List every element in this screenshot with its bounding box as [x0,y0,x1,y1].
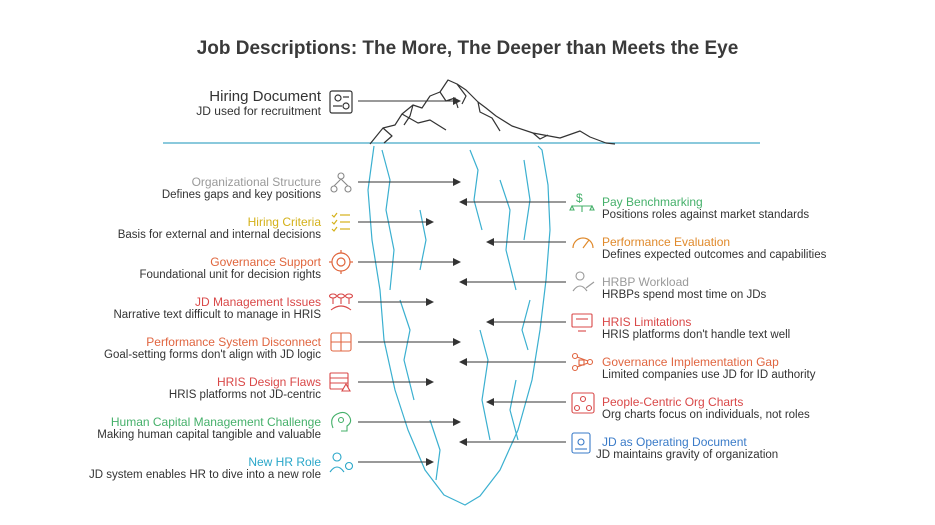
connector-lines [358,97,566,466]
document-search-icon [329,90,353,114]
org-network-icon [330,172,352,193]
monitor-warning-icon [571,313,593,332]
network-lock-icon [571,352,594,372]
left-item-org-structure: Organizational Structure Defines gaps an… [161,175,321,202]
database-servers-icon [328,293,354,311]
puzzle-icon [330,332,352,352]
person-writing-icon [572,271,595,292]
hiring-document-title: Hiring Document [209,88,321,105]
right-item-operating-document: JD as Operating Document JD maintains gr… [596,435,779,462]
checklist-icon [331,212,350,232]
iceberg-tip [369,79,616,145]
left-item-performance-disconnect: Performance System Disconnect Goal-setti… [104,335,321,362]
brain-gear-icon [331,411,352,432]
iceberg-submerged [367,145,551,506]
diagram-title: Job Descriptions: The More, The Deeper t… [196,38,739,59]
left-item-new-hr-role: New HR Role JD system enables HR to dive… [88,455,321,482]
table-warning-icon [329,372,351,392]
hiring-document-desc: JD used for recruitment [196,104,321,118]
left-item-jd-management: JD Management Issues Narrative text diff… [113,295,321,322]
left-item-hiring-criteria: Hiring Criteria Basis for external and i… [117,215,321,242]
right-item-hris-limitations: HRIS Limitations HRIS platforms don't ha… [602,315,791,342]
svg-text:$: $ [576,191,583,205]
hiring-document-label: Hiring Document JD used for recruitment [196,88,321,118]
right-item-org-charts: People-Centric Org Charts Org charts foc… [602,395,810,422]
document-gear-icon [571,432,591,454]
right-item-hrbp-workload: HRBP Workload HRBPs spend most time on J… [602,275,767,302]
right-item-governance-gap: Governance Implementation Gap Limited co… [602,355,816,382]
speedometer-icon [572,237,594,249]
org-chart-icon [571,392,595,414]
left-item-governance-support: Governance Support Foundational unit for… [139,255,321,282]
left-item-hris-design: HRIS Design Flaws HRIS platforms not JD-… [168,375,321,402]
left-item-human-capital: Human Capital Management Challenge Makin… [97,415,321,442]
money-scale-icon: $ [569,191,595,212]
gear-shield-icon [329,250,353,274]
person-gear-icon [329,452,354,473]
right-item-performance-evaluation: Performance Evaluation Defines expected … [602,235,827,262]
right-item-pay-benchmarking: Pay Benchmarking Positions roles against… [602,195,810,222]
